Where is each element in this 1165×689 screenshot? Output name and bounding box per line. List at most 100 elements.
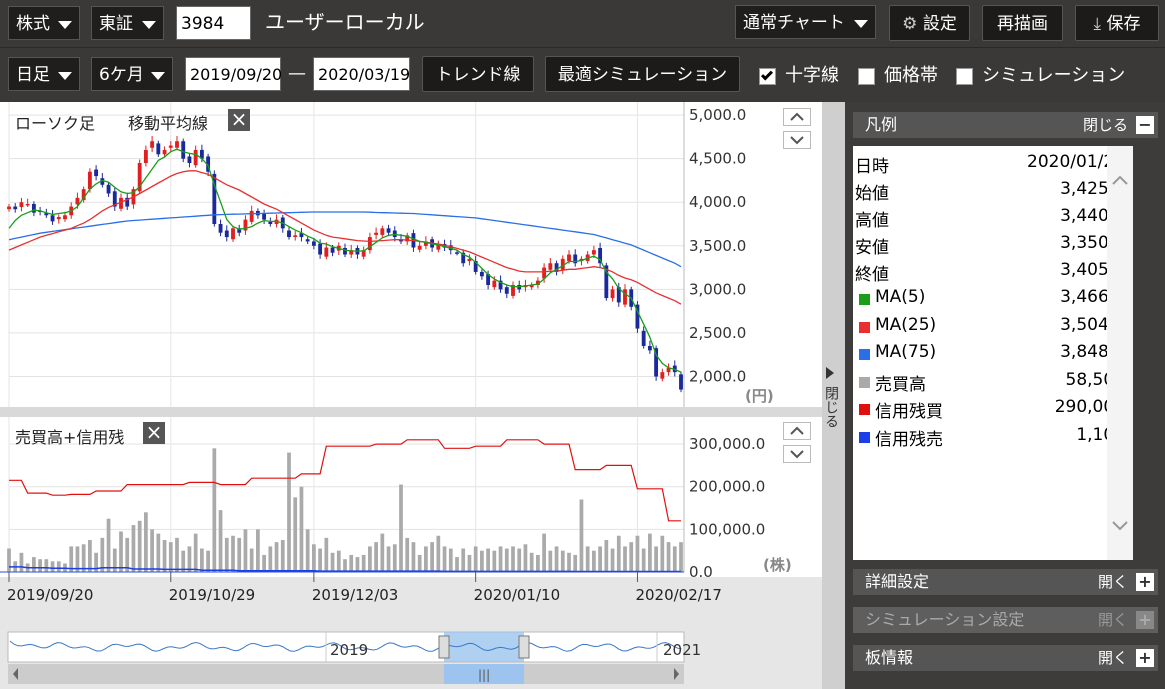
y-tick-label: 4,000.0 [689,193,746,211]
candle-body [81,189,86,201]
candle-body [591,250,596,255]
candle-body [511,285,515,296]
volume-bar [324,537,329,572]
candle-body [417,245,422,250]
volume-bar [262,554,266,572]
candle-body [181,141,186,159]
volume-bar [473,546,478,572]
legend-row: 安値 3,350.0 [853,231,1129,258]
chevron-down-icon [58,21,72,29]
volume-bar [231,535,235,572]
legend-series-name: MA(75) [875,342,937,362]
volume-bar [585,546,590,572]
date-from-input[interactable]: 2019/09/20 [185,57,282,91]
legend-series-row: MA(25) 3,504.6 [853,313,1129,340]
navigator[interactable] [7,631,685,663]
volume-bar [162,540,167,572]
settings-button[interactable]: ⚙ 設定 [889,5,970,41]
y-tick-label: 2,000.0 [689,368,746,386]
save-button[interactable]: ⤓ 保存 [1075,5,1159,41]
navigator-year-2021: 2021 [663,641,701,659]
volume-bar [56,561,61,572]
volume-bar [623,546,627,572]
close-main-indicator-icon[interactable]: × [228,109,250,131]
crosshair-checkbox[interactable] [759,68,776,85]
optimize-simulation-button[interactable]: 最適シミュレーション [545,56,740,92]
collapse-arrow-icon [826,367,834,379]
volume-bar [349,554,354,572]
candle-body [486,274,491,285]
candle-body [654,348,659,377]
redraw-button[interactable]: 再描画 [982,5,1063,41]
trendline-button[interactable]: トレンド線 [422,56,534,92]
scrollbar-track[interactable] [8,664,684,684]
volume-bar [430,542,434,572]
chevron-down-icon[interactable] [1112,521,1128,531]
sub-panel-up-button[interactable] [783,422,811,440]
market-type-select[interactable]: 株式 [8,6,80,40]
volume-bar [280,540,285,572]
candle-body [386,228,391,233]
volume-bar [312,544,316,572]
volume-bar [448,548,453,572]
legend-header[interactable]: 凡例 閉じる − [853,112,1158,138]
exchange-select[interactable]: 東証 [91,6,164,40]
board-info-header[interactable]: 板情報 開く + [853,645,1158,671]
navigator-left-handle[interactable] [438,635,450,659]
panel-down-button[interactable] [783,131,811,149]
legend-series-name: 信用残売 [875,429,943,450]
volume-bar [523,544,528,572]
candle-body [504,287,509,294]
minus-icon[interactable]: − [1136,116,1154,134]
candle-body [224,230,229,238]
plus-icon[interactable]: + [1136,573,1154,591]
y-tick-label: 200,000.0 [689,478,765,496]
scroll-right-icon[interactable] [674,668,679,680]
price-unit-label: (円) [745,387,774,405]
candle-body [529,285,534,288]
candle-body [212,173,217,224]
panel-divider[interactable] [0,407,822,417]
stock-code-input[interactable]: 3984 [176,6,251,40]
legend-box: 日時 2020/01/21 始値 3,425.0 高値 3,440.0 安値 3,350.0 終… [853,146,1133,560]
price-band-label: 価格帯 [884,65,938,86]
volume-bar [299,486,304,572]
candle-body [560,258,565,270]
legend-swatch [859,321,870,333]
period-select[interactable]: 6ケ月 [91,57,173,91]
volume-bar [610,548,615,572]
simulation-checkbox[interactable] [956,68,973,85]
candle-body [249,210,254,222]
candle-body [262,213,267,220]
volume-bar [436,535,441,572]
sub-panel-down-button[interactable] [783,445,811,463]
side-collapse-strip[interactable]: 閉じる [822,102,845,689]
scrollbar-thumb[interactable] [444,664,524,684]
legend-scrollbar[interactable] [1107,146,1133,560]
chevron-up-icon[interactable] [1112,175,1128,185]
price-band-checkbox[interactable] [858,68,875,85]
volume-bar [486,548,490,572]
navigator-right-handle[interactable] [518,635,530,659]
legend-swatch [859,349,870,360]
volume-bar [32,557,36,572]
legend-key: 始値 [855,184,889,204]
scroll-left-icon[interactable] [13,668,18,680]
volume-bar [212,448,217,572]
chart-mode-select[interactable]: 通常チャート [735,5,876,39]
volume-bar [69,546,74,572]
volume-bar [119,531,123,572]
volume-bar [480,550,484,572]
panel-up-button[interactable] [783,108,811,126]
chart-canvas[interactable]: 5,000.0 4,500.0 4,000.0 3,500.0 3,000.0 2,500… [0,102,822,689]
legend-series-name: MA(5) [875,287,926,307]
detail-settings-header[interactable]: 詳細設定 開く + [853,569,1158,595]
interval-select[interactable]: 日足 [8,57,80,91]
candle-body [436,244,441,250]
x-tick-label: 2019/10/29 [169,586,255,604]
volume-bar [88,540,92,572]
candle-label: ローソク足 [15,114,96,133]
date-to-input[interactable]: 2020/03/19 [313,57,410,91]
plus-icon[interactable]: + [1136,649,1154,667]
close-sub-indicator-icon[interactable]: × [143,422,165,444]
